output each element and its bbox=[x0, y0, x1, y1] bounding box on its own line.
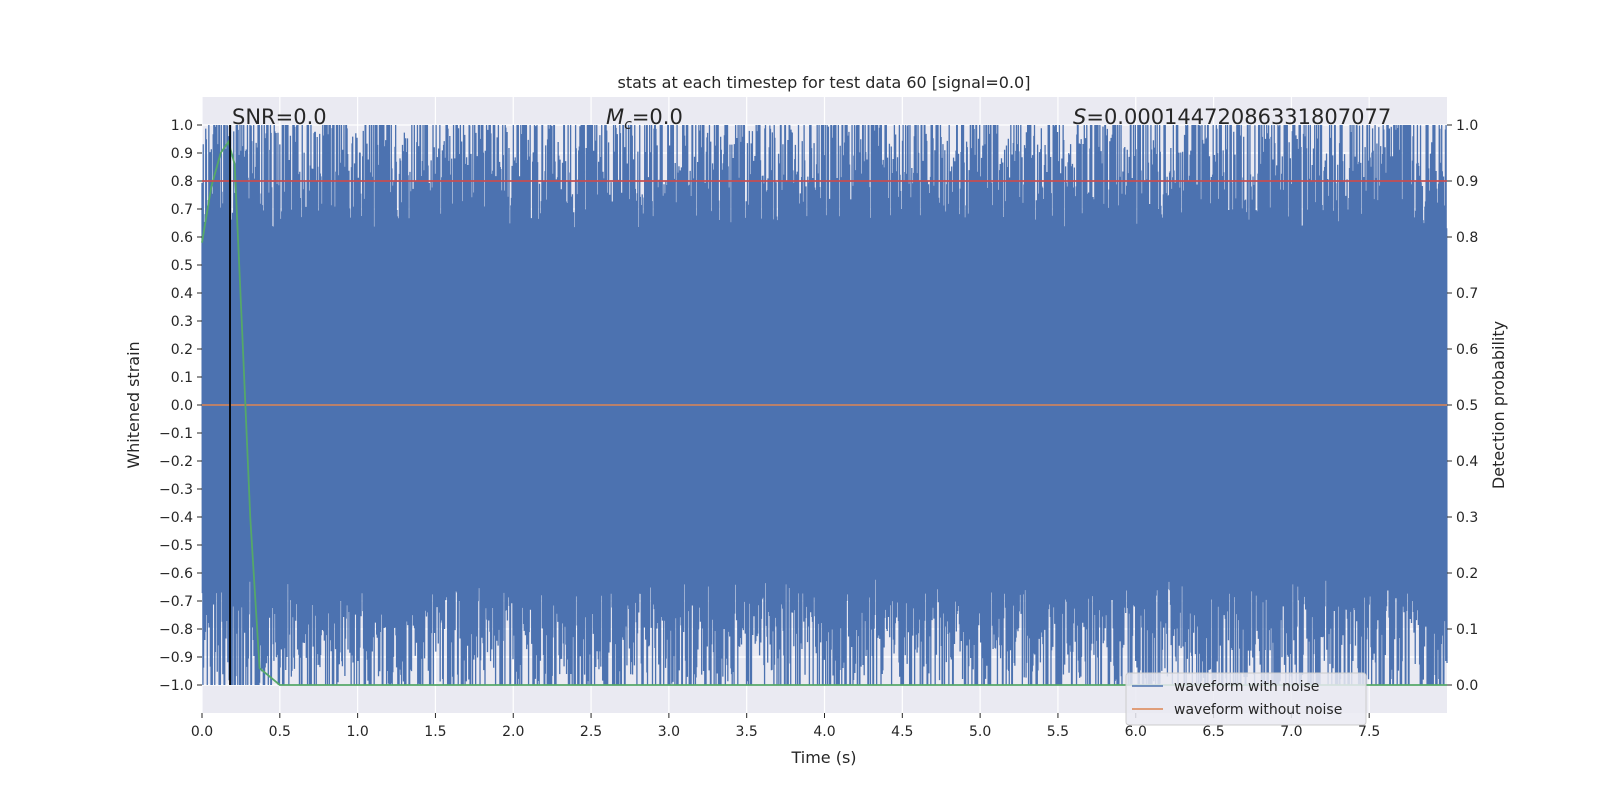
y-tick-label-right: 0.6 bbox=[1456, 342, 1478, 358]
y-tick-label-left: 0.9 bbox=[171, 146, 193, 162]
y-axis-label-right: Detection probability bbox=[1489, 321, 1508, 489]
x-tick-label: 6.5 bbox=[1202, 724, 1224, 740]
y-tick-label-right: 0.5 bbox=[1456, 398, 1478, 414]
noise-line bbox=[201, 124, 1448, 686]
y-tick-label-left: −0.9 bbox=[159, 650, 193, 666]
y-tick-label-left: 1.0 bbox=[171, 118, 193, 134]
y-tick-label-left: −0.7 bbox=[159, 594, 193, 610]
y-tick-label-right: 0.3 bbox=[1456, 510, 1478, 526]
x-tick-label: 4.0 bbox=[813, 724, 835, 740]
x-tick-label: 4.5 bbox=[891, 724, 913, 740]
mc-value: =0.0 bbox=[632, 105, 683, 129]
x-tick-label: 0.0 bbox=[191, 724, 213, 740]
y-tick-label-left: 0.7 bbox=[171, 202, 193, 218]
series-lines bbox=[201, 125, 1447, 686]
x-tick-label: 0.5 bbox=[269, 724, 291, 740]
legend: waveform with noise waveform without noi… bbox=[1125, 672, 1367, 726]
y-tick-label-left: −0.5 bbox=[159, 538, 193, 554]
x-tick-label: 5.0 bbox=[969, 724, 991, 740]
detection-probability-line bbox=[201, 139, 1447, 686]
x-tick-label: 7.5 bbox=[1358, 724, 1380, 740]
y-tick-label-left: 0.5 bbox=[171, 258, 193, 274]
x-tick-label: 5.5 bbox=[1047, 724, 1069, 740]
y-tick-label-left: 0.2 bbox=[171, 342, 193, 358]
legend-label-waveform-without-noise: waveform without noise bbox=[1174, 702, 1342, 718]
y-tick-label-right: 0.1 bbox=[1456, 622, 1478, 638]
s-annotation: S=0.0001447208633180707​7 bbox=[1073, 105, 1391, 129]
y-tick-label-left: −0.8 bbox=[159, 622, 193, 638]
mc-symbol: M bbox=[606, 105, 624, 129]
y-tick-label-left: −0.4 bbox=[159, 510, 193, 526]
x-tick-label: 2.5 bbox=[580, 724, 602, 740]
x-tick-label: 2.0 bbox=[502, 724, 524, 740]
y-ticks-right: 1.0 0.9 0.8 0.7 0.6 0.5 0.4 0.3 0.2 0.1 0.0 bbox=[1447, 118, 1478, 694]
y-tick-label-left: −0.1 bbox=[159, 426, 193, 442]
x-ticks: 0.0 0.5 1.0 1.5 2.0 2.5 3.0 3.5 4.0 4.5 5.0 5.5 6.0 6… bbox=[191, 713, 1380, 740]
mc-annotation: Mc=0.0 bbox=[606, 105, 683, 133]
x-tick-label: 1.0 bbox=[346, 724, 368, 740]
y-tick-label-left: 0.6 bbox=[171, 230, 193, 246]
y-tick-label-left: −0.3 bbox=[159, 482, 193, 498]
y-tick-label-left: −0.2 bbox=[159, 454, 193, 470]
legend-box bbox=[1125, 672, 1367, 726]
x-tick-label: 3.0 bbox=[658, 724, 680, 740]
x-tick-label: 7.0 bbox=[1280, 724, 1302, 740]
x-tick-label: 6.0 bbox=[1125, 724, 1147, 740]
snr-annotation: SNR=0.0 bbox=[232, 105, 327, 129]
y-tick-label-left: 0.8 bbox=[171, 174, 193, 190]
y-tick-label-right: 0.7 bbox=[1456, 286, 1478, 302]
y-tick-label-right: 1.0 bbox=[1456, 118, 1478, 134]
y-axis-label-left: Whitened strain bbox=[124, 341, 143, 468]
chart-title: stats at each timestep for test data 60 … bbox=[618, 73, 1031, 92]
y-tick-label-left: −0.6 bbox=[159, 566, 193, 582]
y-tick-label-right: 0.9 bbox=[1456, 174, 1478, 190]
x-axis-label: Time (s) bbox=[790, 748, 856, 767]
x-tick-label: 1.5 bbox=[424, 724, 446, 740]
y-tick-label-right: 0.0 bbox=[1456, 678, 1478, 694]
y-ticks-left: 1.0 0.9 0.8 0.7 0.6 0.5 0.4 0.3 0.2 0.1 0.0 −0.1 −0.… bbox=[159, 118, 202, 694]
x-tick-label: 3.5 bbox=[736, 724, 758, 740]
y-tick-label-right: 0.4 bbox=[1456, 454, 1478, 470]
mc-subscript: c bbox=[624, 117, 632, 133]
y-tick-label-right: 0.2 bbox=[1456, 566, 1478, 582]
y-tick-label-right: 0.8 bbox=[1456, 230, 1478, 246]
s-value: =0.0001447208633180707​7 bbox=[1086, 105, 1391, 129]
y-tick-label-left: −1.0 bbox=[159, 678, 193, 694]
s-symbol: S bbox=[1073, 105, 1086, 129]
legend-label-waveform-with-noise: waveform with noise bbox=[1174, 679, 1319, 695]
y-tick-label-left: 0.1 bbox=[171, 370, 193, 386]
y-tick-label-left: 0.4 bbox=[171, 286, 193, 302]
y-tick-label-left: 0.3 bbox=[171, 314, 193, 330]
y-tick-label-left: 0.0 bbox=[171, 398, 193, 414]
